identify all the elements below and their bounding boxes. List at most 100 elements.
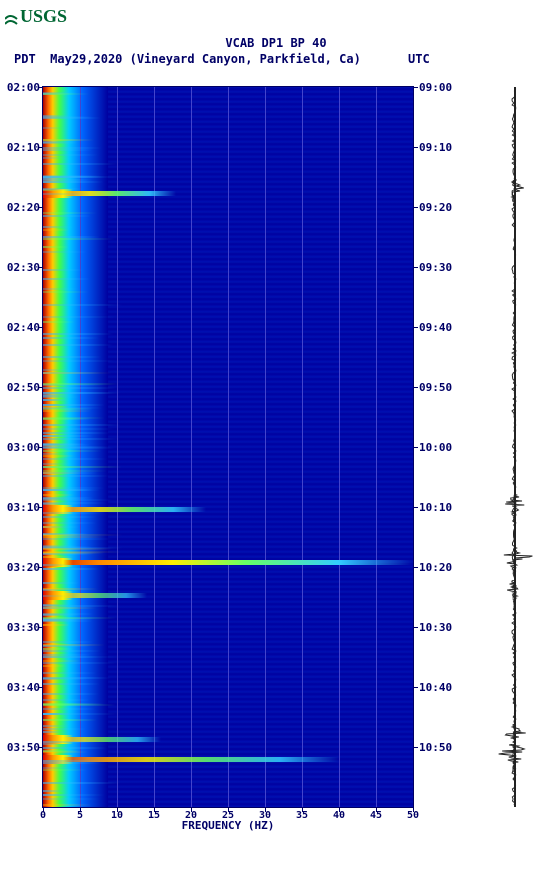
spectro-texture bbox=[43, 238, 115, 240]
y-right-label: 10:00 bbox=[419, 441, 452, 454]
spectro-event-band bbox=[43, 560, 413, 565]
spectro-texture bbox=[43, 683, 100, 685]
spectro-texture bbox=[43, 291, 89, 293]
spectro-texture bbox=[43, 617, 116, 619]
y-tick bbox=[38, 747, 43, 748]
x-tick bbox=[43, 807, 44, 812]
y-tick bbox=[413, 327, 418, 328]
spectro-texture bbox=[43, 645, 90, 647]
tz-right-label: UTC bbox=[408, 52, 430, 66]
y-right-label: 10:10 bbox=[419, 501, 452, 514]
spectro-texture bbox=[43, 605, 120, 607]
x-tick bbox=[154, 807, 155, 812]
spectro-texture bbox=[43, 396, 79, 398]
spectro-texture bbox=[43, 212, 97, 214]
spectro-texture bbox=[43, 157, 65, 159]
spectro-texture bbox=[43, 316, 116, 318]
y-right-label: 10:30 bbox=[419, 621, 452, 634]
spectro-texture bbox=[43, 432, 110, 434]
spectro-texture bbox=[43, 360, 116, 362]
spectro-texture bbox=[43, 193, 100, 195]
gridline bbox=[339, 87, 340, 807]
spectro-texture bbox=[43, 383, 119, 385]
spectro-texture bbox=[43, 466, 122, 468]
y-left-label: 03:00 bbox=[2, 441, 40, 454]
spectro-texture bbox=[43, 142, 77, 144]
y-tick bbox=[413, 387, 418, 388]
spectro-texture bbox=[43, 154, 99, 156]
spectro-texture bbox=[43, 502, 107, 504]
y-right-label: 10:50 bbox=[419, 741, 452, 754]
spectro-texture bbox=[43, 269, 83, 271]
spectro-texture bbox=[43, 278, 90, 280]
spectrogram-panel bbox=[43, 87, 413, 807]
gridline bbox=[228, 87, 229, 807]
spectro-texture bbox=[43, 176, 119, 178]
y-right-label: 09:10 bbox=[419, 141, 452, 154]
y-tick bbox=[413, 87, 418, 88]
y-left-label: 03:50 bbox=[2, 741, 40, 754]
y-right-label: 09:30 bbox=[419, 261, 452, 274]
spectro-texture bbox=[43, 344, 113, 346]
spectro-texture bbox=[43, 246, 69, 248]
spectro-texture bbox=[43, 533, 88, 535]
gridline bbox=[302, 87, 303, 807]
spectro-texture bbox=[43, 418, 90, 420]
spectro-texture bbox=[43, 399, 66, 401]
date-label: May29,2020 (Vineyard Canyon, Parkfield, … bbox=[50, 52, 361, 66]
spectro-texture bbox=[43, 229, 69, 231]
spectro-texture bbox=[43, 410, 92, 412]
tz-left-label: PDT bbox=[14, 52, 36, 66]
spectro-texture bbox=[43, 450, 102, 452]
y-tick bbox=[413, 147, 418, 148]
spectro-texture bbox=[43, 699, 90, 701]
spectro-texture bbox=[43, 499, 113, 501]
y-tick bbox=[38, 627, 43, 628]
spectro-texture bbox=[43, 769, 87, 771]
y-left-label: 02:50 bbox=[2, 381, 40, 394]
y-left-label: 02:10 bbox=[2, 141, 40, 154]
spectro-texture bbox=[43, 548, 112, 550]
y-left-label: 03:20 bbox=[2, 561, 40, 574]
spectro-texture bbox=[43, 538, 113, 540]
spectro-texture bbox=[43, 553, 94, 555]
spectro-texture bbox=[43, 356, 102, 358]
spectro-texture bbox=[43, 181, 104, 183]
y-left-label: 03:10 bbox=[2, 501, 40, 514]
y-tick bbox=[413, 687, 418, 688]
gridline bbox=[265, 87, 266, 807]
y-left-label: 03:30 bbox=[2, 621, 40, 634]
spectro-texture bbox=[43, 564, 70, 566]
y-tick bbox=[413, 447, 418, 448]
y-right-label: 09:20 bbox=[419, 201, 452, 214]
spectro-texture bbox=[43, 392, 120, 394]
spectro-texture bbox=[43, 750, 79, 752]
spectro-texture bbox=[43, 321, 75, 323]
gridline bbox=[376, 87, 377, 807]
chart-subtitle: PDT May29,2020 (Vineyard Canyon, Parkfie… bbox=[14, 52, 361, 66]
gridline bbox=[191, 87, 192, 807]
spectro-texture bbox=[43, 458, 108, 460]
spectro-texture bbox=[43, 512, 106, 514]
spectro-texture bbox=[43, 463, 72, 465]
y-left-label: 03:40 bbox=[2, 681, 40, 694]
spectro-texture bbox=[43, 665, 66, 667]
spectro-texture bbox=[43, 139, 85, 141]
y-tick bbox=[38, 687, 43, 688]
spectro-texture bbox=[43, 782, 120, 784]
spectro-texture bbox=[43, 743, 64, 745]
y-tick bbox=[38, 567, 43, 568]
spectro-texture bbox=[43, 582, 79, 584]
x-tick bbox=[265, 807, 266, 812]
y-right-label: 09:00 bbox=[419, 81, 452, 94]
spectro-texture bbox=[43, 556, 74, 558]
spectro-texture bbox=[43, 624, 70, 626]
spectro-texture bbox=[43, 708, 96, 710]
y-tick bbox=[38, 267, 43, 268]
y-tick bbox=[413, 507, 418, 508]
spectro-texture bbox=[43, 337, 99, 339]
y-tick bbox=[413, 567, 418, 568]
y-left-label: 02:30 bbox=[2, 261, 40, 274]
spectrogram bbox=[43, 87, 413, 807]
y-tick bbox=[413, 267, 418, 268]
